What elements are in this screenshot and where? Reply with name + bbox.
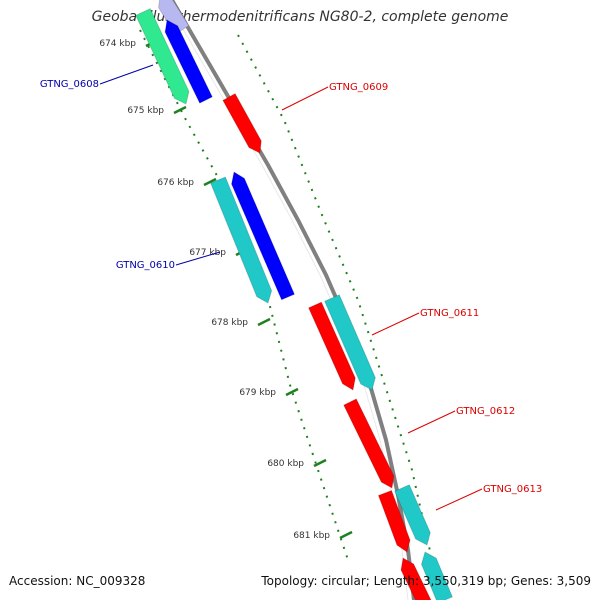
cds-feature-0610 (209, 176, 273, 304)
gene-label-text: GTNG_0608 (40, 79, 99, 90)
genome-title: Geobacillus thermodenitrificans NG80-2, … (91, 9, 509, 25)
tick-mark (257, 317, 271, 327)
tick-679-kbp: 679 kbp (239, 387, 299, 398)
tick-676-kbp: 676 kbp (157, 177, 217, 188)
gene-label-gtng_0612: GTNG_0612 (407, 406, 515, 434)
tick-681-kbp: 681 kbp (293, 530, 353, 541)
cds-feature-0613 (394, 484, 431, 546)
gene-label-line (407, 410, 456, 434)
tick-mark (203, 177, 217, 187)
green-gene-feature (135, 7, 190, 105)
gene-label-line (281, 86, 329, 111)
tick-mark (285, 387, 299, 397)
gene-label-line (99, 64, 154, 85)
tick-mark (313, 458, 327, 468)
tick-label: 677 kbp (189, 248, 226, 258)
gene-label-text: GTNG_0612 (456, 406, 515, 417)
gene-label-text: GTNG_0611 (420, 308, 479, 319)
tick-label: 679 kbp (239, 388, 276, 398)
gene-label-line (175, 251, 221, 266)
genome-summary-text: Topology: circular; Length: 3,550,319 bp… (261, 574, 591, 588)
gene-label-gtng_0609: GTNG_0609 (281, 82, 388, 111)
gene-feature-gtng_0613 (377, 489, 411, 553)
gene-label-text: GTNG_0609 (329, 82, 388, 93)
gene-partial-feature (158, 0, 190, 35)
tick-678-kbp: 678 kbp (211, 317, 271, 328)
gene-label-gtng_0608: GTNG_0608 (40, 64, 154, 90)
gene-label-line (371, 312, 420, 336)
tick-label: 675 kbp (127, 106, 164, 116)
gene-feature-partial-bottom (400, 557, 432, 600)
tick-mark (339, 530, 353, 540)
cds-feature-0611 (324, 294, 376, 391)
cds-feature-0614 (420, 551, 454, 600)
gene-feature-gtng_0611 (307, 301, 356, 391)
tick-label: 674 kbp (99, 39, 136, 49)
gene-label-line (435, 488, 483, 511)
tick-mark (173, 105, 187, 115)
tick-label: 676 kbp (157, 178, 194, 188)
tick-680-kbp: 680 kbp (267, 458, 327, 469)
tick-label: 680 kbp (267, 459, 304, 469)
gene-label-gtng_0610: GTNG_0610 (116, 251, 221, 271)
accession-text: Accession: NC_009328 (9, 574, 146, 588)
tick-label: 678 kbp (211, 318, 248, 328)
gene-label-gtng_0611: GTNG_0611 (371, 308, 479, 336)
gene-feature-gtng_0612 (343, 398, 395, 489)
outer-tick-track (237, 34, 433, 561)
gene-feature-gtng_0608 (164, 19, 213, 104)
tick-675-kbp: 675 kbp (127, 105, 187, 116)
gene-label-text: GTNG_0610 (116, 260, 175, 271)
gene-feature-gtng_0610 (231, 171, 296, 301)
tick-label: 681 kbp (293, 531, 330, 541)
gene-label-gtng_0613: GTNG_0613 (435, 484, 542, 511)
gene-feature-gtng_0609 (222, 92, 262, 154)
gene-label-text: GTNG_0613 (483, 484, 542, 495)
